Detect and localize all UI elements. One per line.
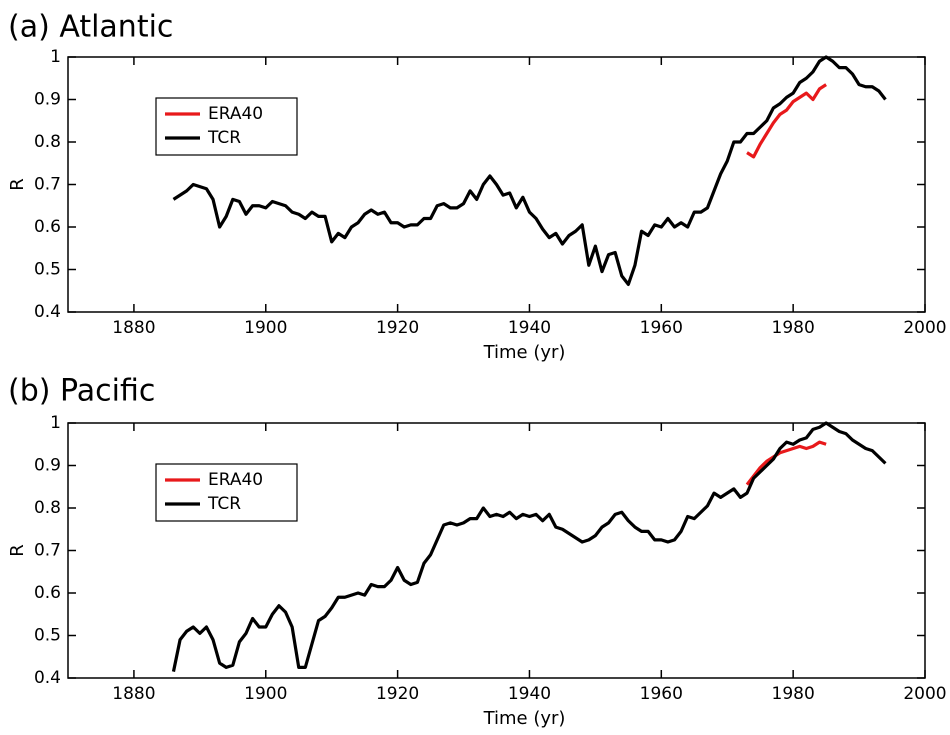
y-tick-label: 0.8 xyxy=(34,132,61,152)
y-tick-label: 1 xyxy=(50,413,61,433)
x-tick-label: 1880 xyxy=(112,684,155,704)
x-axis-label: Time (yr) xyxy=(483,708,566,729)
data-line xyxy=(171,421,887,672)
y-tick-label: 0.5 xyxy=(34,260,61,280)
y-tick-label: 0.9 xyxy=(34,456,61,476)
x-tick-label: 1920 xyxy=(376,684,419,704)
y-axis-label: R xyxy=(7,544,28,557)
legend-box xyxy=(155,97,298,156)
x-tick-label: 2000 xyxy=(903,318,946,338)
x-tick-label: 1980 xyxy=(772,318,815,338)
x-axis-label: Time (yr) xyxy=(483,342,566,363)
y-tick-label: 0.6 xyxy=(34,217,61,237)
y-tick-label: 0.6 xyxy=(34,583,61,603)
y-tick-label: 0.7 xyxy=(34,175,61,195)
x-tick-label: 1940 xyxy=(508,684,551,704)
x-tick-label: 1880 xyxy=(112,318,155,338)
legend-label: ERA40 xyxy=(208,470,263,490)
y-axis-label: R xyxy=(7,178,28,191)
x-tick-label: 1900 xyxy=(244,318,287,338)
legend-label: TCR xyxy=(207,128,241,148)
panel-title: (b) Pacific xyxy=(8,374,155,409)
legend-label: ERA40 xyxy=(208,104,263,124)
x-tick-label: 1940 xyxy=(508,318,551,338)
plot-frame xyxy=(67,422,926,679)
x-tick-label: 1920 xyxy=(376,318,419,338)
y-tick-label: 0.5 xyxy=(34,626,61,646)
y-tick-label: 0.4 xyxy=(34,668,61,688)
legend-label: TCR xyxy=(207,494,241,514)
y-tick-label: 0.7 xyxy=(34,541,61,561)
panel-title: (a) Atlantic xyxy=(8,10,173,45)
legend-box xyxy=(155,463,298,522)
x-tick-label: 1960 xyxy=(640,318,683,338)
y-tick-label: 0.4 xyxy=(34,302,61,322)
x-tick-label: 1980 xyxy=(772,684,815,704)
y-tick-label: 0.9 xyxy=(34,90,61,110)
x-tick-label: 1960 xyxy=(640,684,683,704)
data-line xyxy=(746,83,827,159)
x-tick-label: 2000 xyxy=(903,684,946,704)
y-tick-label: 1 xyxy=(50,47,61,67)
data-line xyxy=(172,55,887,286)
y-tick-label: 0.8 xyxy=(34,498,61,518)
x-tick-label: 1900 xyxy=(244,684,287,704)
data-line xyxy=(745,440,827,486)
